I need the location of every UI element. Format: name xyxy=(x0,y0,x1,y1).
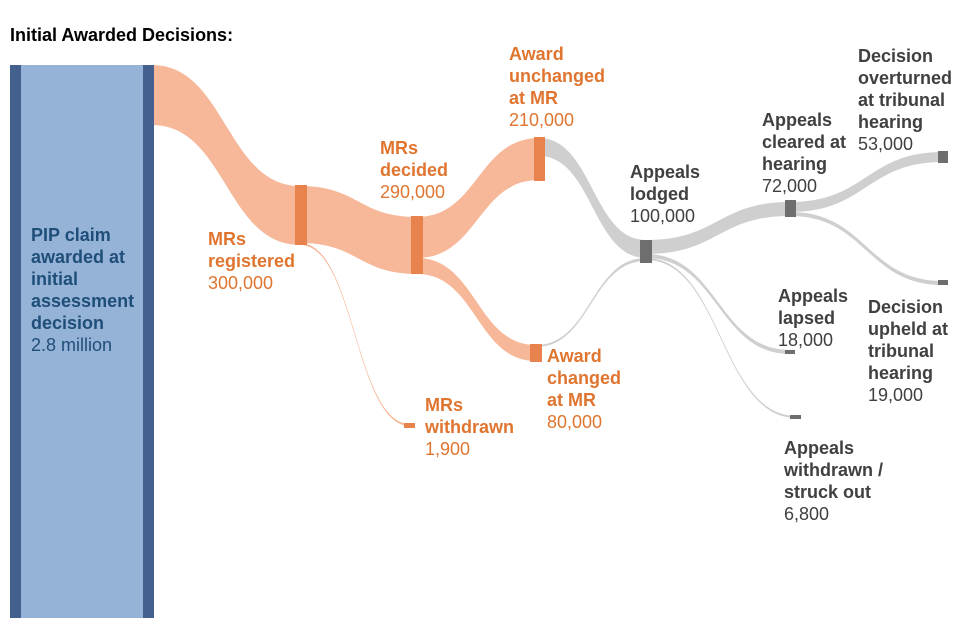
node-value: 210,000 xyxy=(509,110,575,130)
label-appeals-lodged: Appeals lodged 100,000 xyxy=(630,161,700,227)
label-award-changed: Award changed at MR 80,000 xyxy=(547,345,621,433)
flow-mrs-registered-to-mrs-decided xyxy=(300,186,417,274)
node-decision-overturned xyxy=(938,151,948,163)
node-value: 19,000 xyxy=(868,385,924,405)
node-value: 72,000 xyxy=(762,176,818,196)
node-title-line: cleared at xyxy=(762,132,847,152)
node-title-line: struck out xyxy=(784,482,872,502)
node-value: 18,000 xyxy=(778,330,834,350)
label-appeals-withdrawn: Appeals withdrawn / struck out 6,800 xyxy=(784,437,883,525)
node-award-changed xyxy=(530,344,542,362)
node-title-line: hearing xyxy=(762,154,828,174)
node-value: 100,000 xyxy=(630,206,696,226)
node-title-line: MRs xyxy=(380,138,419,158)
node-value: 80,000 xyxy=(547,412,603,432)
node-title-line: withdrawn / xyxy=(784,460,883,480)
node-title-line: Appeals xyxy=(778,286,849,306)
label-mrs-withdrawn: MRs withdrawn 1,900 xyxy=(425,394,514,460)
node-value: 1,900 xyxy=(425,439,471,459)
node-title-line: hearing xyxy=(868,363,934,383)
label-decision-overturned: Decision overturned at tribunal hearing 53,0… xyxy=(858,45,952,155)
node-title-line: Decision xyxy=(858,46,934,66)
node-mrs-registered xyxy=(295,185,307,245)
node-title-line: awarded at xyxy=(31,247,126,267)
flow-mrs-registered-to-mrs-withdrawn xyxy=(300,243,410,426)
flow-award-changed-to-appeals-lodged xyxy=(536,258,646,347)
flow-award-unchanged-to-appeals-lodged xyxy=(539,138,646,258)
label-mrs-registered: MRs registered 300,000 xyxy=(208,228,295,294)
node-title-line: PIP claim xyxy=(31,225,111,245)
label-award-unchanged: Award unchanged at MR 210,000 xyxy=(509,43,605,131)
node-title-line: MRs xyxy=(425,395,464,415)
node-appeals-withdrawn xyxy=(790,415,801,419)
node-source-pip-claim xyxy=(10,65,153,618)
node-decision-upheld xyxy=(938,280,948,285)
flow-appeals-lodged-to-appeals-lapsed xyxy=(646,254,790,354)
node-title-line: assessment xyxy=(31,291,135,311)
node-title-line: at MR xyxy=(547,390,596,410)
node-title-line: overturned xyxy=(858,68,953,88)
label-source: PIP claim awarded at initial assessment deci… xyxy=(31,224,134,356)
node-mrs-withdrawn xyxy=(404,423,415,428)
node-value: 300,000 xyxy=(208,273,274,293)
node-title-line: Award xyxy=(509,44,564,64)
node-title-line: lodged xyxy=(630,184,689,204)
node-title-line: at MR xyxy=(509,88,558,108)
label-appeals-lapsed: Appeals lapsed 18,000 xyxy=(778,285,848,351)
node-appeals-cleared xyxy=(785,200,796,217)
node-title-line: MRs xyxy=(208,229,247,249)
node-source-right-edge xyxy=(143,65,154,618)
label-appeals-cleared: Appeals cleared at hearing 72,000 xyxy=(762,109,846,197)
node-title-line: Appeals xyxy=(784,438,855,458)
flow-appeals-cleared-to-decision-upheld xyxy=(790,212,943,285)
node-title-line: Award xyxy=(547,346,602,366)
flow-appeals-cleared-to-decision-overturned xyxy=(790,152,943,212)
flow-source-to-mrs-registered xyxy=(152,65,300,245)
node-title-line: decided xyxy=(380,160,449,180)
node-source-left-edge xyxy=(10,65,21,618)
label-decision-upheld: Decision upheld at tribunal hearing 19,000 xyxy=(868,296,948,406)
label-mrs-decided: MRs decided 290,000 xyxy=(380,137,448,203)
node-title-line: upheld at xyxy=(868,319,948,339)
node-title-line: Decision xyxy=(868,297,944,317)
node-title-line: at tribunal xyxy=(858,90,946,110)
node-value: 6,800 xyxy=(784,504,830,524)
node-mrs-decided xyxy=(411,216,423,274)
node-title-line: lapsed xyxy=(778,308,836,328)
node-title-line: hearing xyxy=(858,112,924,132)
node-title-line: decision xyxy=(31,313,105,333)
flow-appeals-lodged-to-appeals-cleared xyxy=(646,202,790,254)
node-value: 2.8 million xyxy=(31,335,113,355)
node-title-line: Appeals xyxy=(762,110,833,130)
node-value: 290,000 xyxy=(380,182,446,202)
diagram-title: Initial Awarded Decisions: xyxy=(10,25,234,45)
node-title-line: unchanged xyxy=(509,66,606,86)
flow-mrs-decided-to-award-changed xyxy=(417,258,536,361)
node-appeals-lapsed xyxy=(785,350,795,354)
node-title-line: tribunal xyxy=(868,341,934,361)
node-title-line: withdrawn xyxy=(425,417,514,437)
node-title-line: registered xyxy=(208,251,296,271)
node-appeals-lodged xyxy=(640,240,652,263)
flow-appeals-lodged-to-appeals-withdrawn xyxy=(646,258,796,418)
node-title-line: initial xyxy=(31,269,79,289)
flow-mrs-decided-to-award-unchanged xyxy=(417,138,539,258)
node-title-line: Appeals xyxy=(630,162,701,182)
node-value: 53,000 xyxy=(858,134,914,154)
node-award-unchanged xyxy=(534,137,545,181)
node-title-line: changed xyxy=(547,368,622,388)
